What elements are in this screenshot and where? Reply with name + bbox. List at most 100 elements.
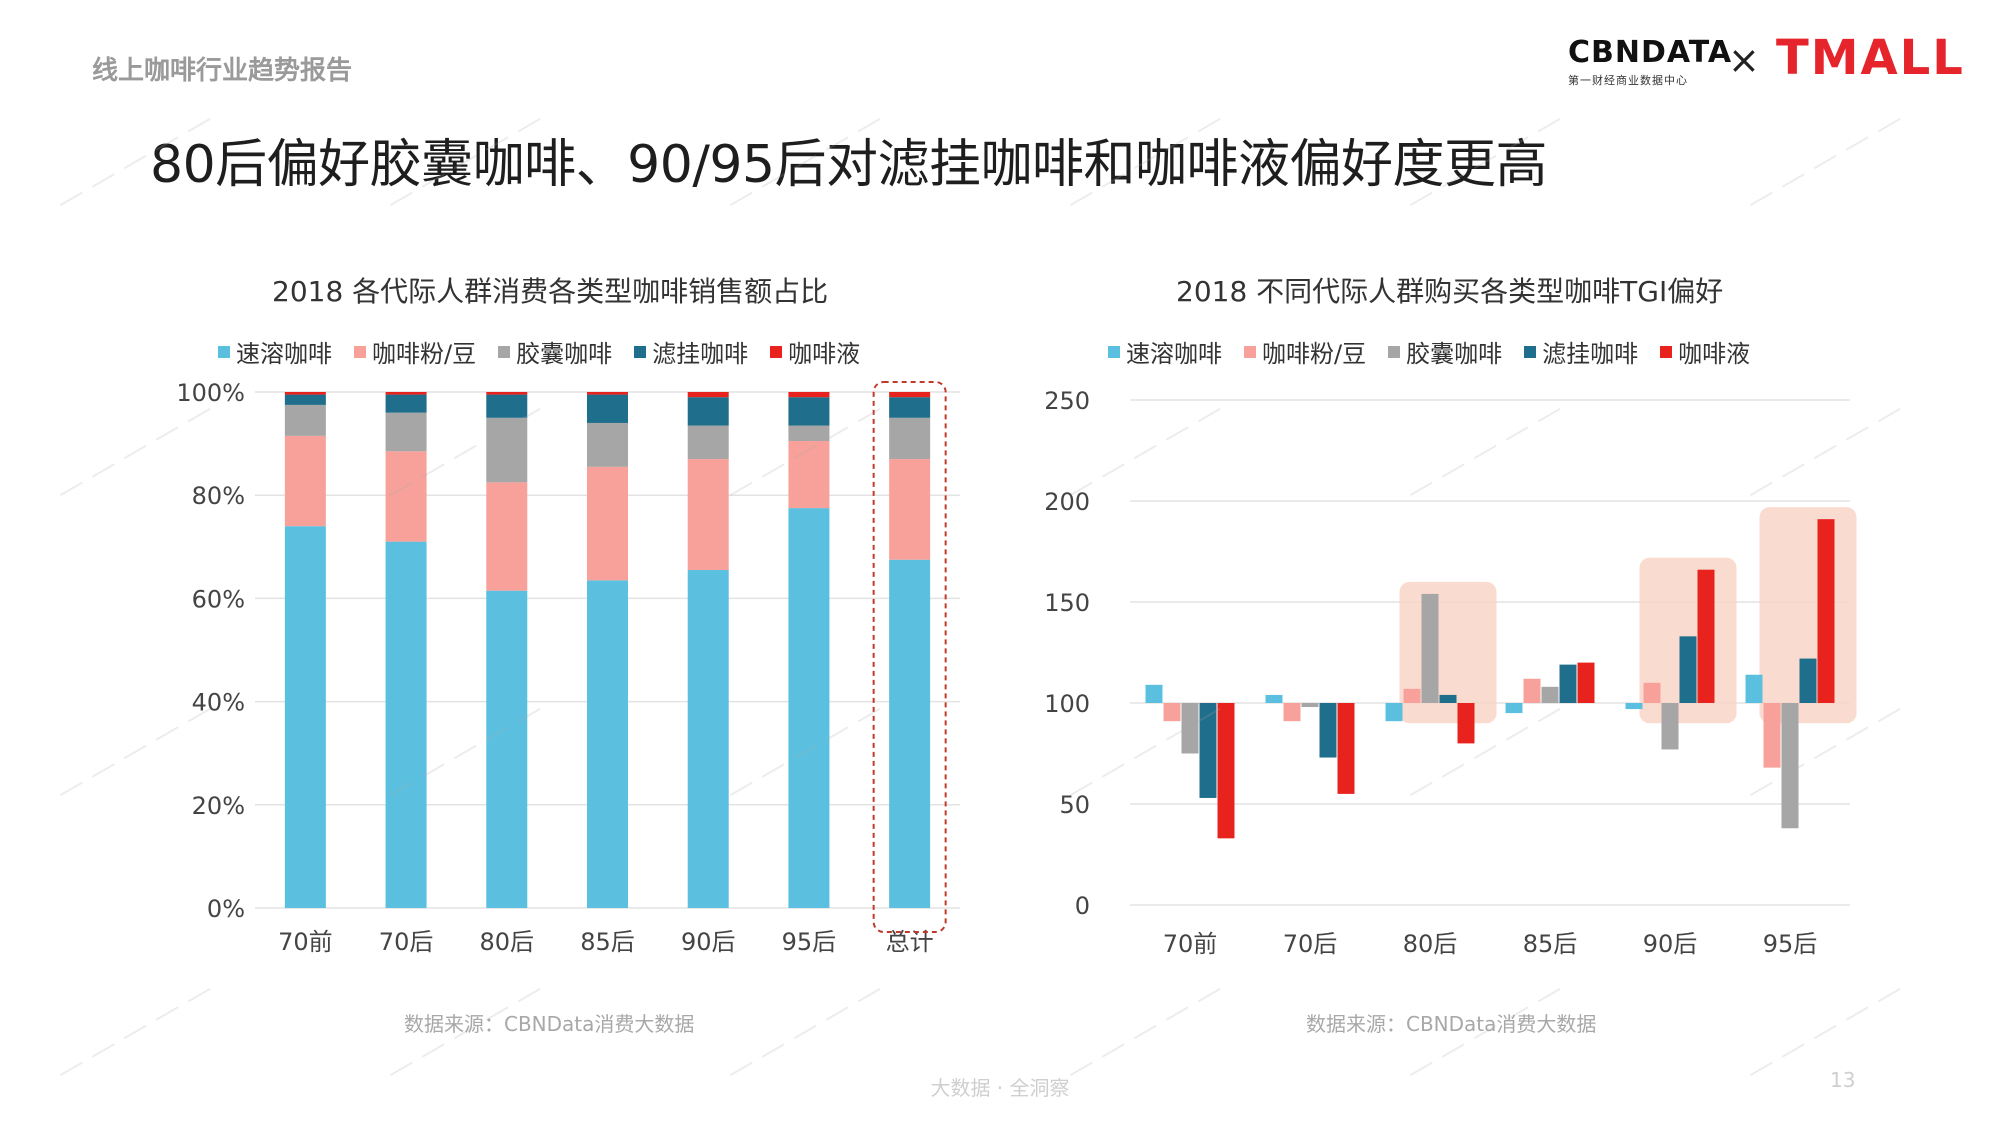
left-bar-segment [486, 392, 528, 395]
right-bar [1643, 682, 1661, 703]
right-legend-swatch [1388, 345, 1401, 358]
right-x-tick-label: 70前 [1163, 930, 1218, 958]
right-bar [1265, 694, 1283, 703]
left-legend-swatch [218, 345, 230, 358]
right-bar [1763, 703, 1781, 768]
right-legend-label: 滤挂咖啡 [1542, 340, 1639, 368]
left-bar-segment [687, 570, 729, 908]
total-highlight-box [872, 381, 947, 933]
right-legend-label: 速溶咖啡 [1126, 340, 1222, 368]
right-legend-item: 滤挂咖啡 [1524, 334, 1638, 369]
left-bar-segment [889, 392, 931, 398]
left-bar-segment [788, 508, 830, 908]
cbndata-logo-subtitle: 第一财经商业数据中心 [1568, 74, 1688, 87]
cross-icon: × [1728, 38, 1760, 82]
left-bar-segment [889, 559, 931, 908]
right-bar [1403, 688, 1421, 703]
left-legend-label: 咖啡液 [788, 340, 861, 368]
cbndata-logo-text: CBNDATA [1568, 35, 1733, 70]
page-title: 80后偏好胶囊咖啡、90/95后对滤挂咖啡和咖啡液偏好度更高 [150, 135, 1548, 195]
right-y-tick-label: 0 [1075, 892, 1090, 920]
right-bar [1541, 686, 1559, 703]
cbndata-logo: CBNDATA 第一财经商业数据中心 [1568, 35, 1733, 88]
right-legend-item: 速溶咖啡 [1108, 334, 1222, 369]
left-x-tick-label: 90后 [681, 928, 736, 956]
left-bar-segment [788, 441, 830, 509]
left-bar-segment [587, 422, 628, 467]
right-chart-legend: 速溶咖啡 咖啡粉/豆 胶囊咖啡 滤挂咖啡 咖啡液 [1108, 334, 1772, 369]
watermark-mark: — — — — — [1740, 102, 1909, 219]
left-bar-segment [385, 451, 427, 542]
right-bar [1559, 664, 1577, 703]
left-bar-segment [486, 394, 528, 418]
right-bar [1217, 703, 1235, 839]
right-bar [1679, 636, 1697, 703]
right-x-tick-label: 85后 [1523, 930, 1578, 958]
left-y-tick-label: 0% [207, 895, 245, 923]
left-bar-segment [385, 394, 427, 413]
right-bar [1577, 662, 1595, 703]
left-legend-swatch [634, 345, 647, 358]
left-bar-segment [385, 541, 427, 908]
right-bar [1283, 703, 1301, 722]
left-chart-legend: 速溶咖啡 咖啡粉/豆 胶囊咖啡 滤挂咖啡 咖啡液 [218, 334, 882, 369]
left-bar-segment [788, 425, 830, 442]
right-bar [1697, 569, 1715, 703]
left-chart-source: 数据来源：CBNData消费大数据 [404, 1012, 695, 1036]
right-bar [1385, 703, 1403, 722]
left-legend-item: 滤挂咖啡 [634, 334, 748, 369]
left-bar-segment [486, 417, 528, 483]
left-bar-segment [486, 590, 528, 908]
right-bar [1523, 678, 1541, 703]
right-x-tick-label: 90后 [1643, 930, 1698, 958]
right-bar [1337, 703, 1355, 794]
left-bar-segment [284, 392, 326, 395]
right-bar [1163, 703, 1181, 722]
left-bar-segment [284, 404, 326, 436]
right-x-tick-label: 95后 [1763, 930, 1818, 958]
left-bar-segment [587, 392, 628, 395]
left-legend-swatch [498, 345, 511, 358]
left-bar-segment [486, 482, 528, 591]
right-legend-swatch [1108, 345, 1120, 358]
right-bar [1319, 703, 1337, 758]
right-bar [1145, 684, 1163, 703]
left-legend-item: 速溶咖啡 [218, 334, 332, 369]
left-bar-segment [385, 412, 427, 452]
right-bar [1799, 658, 1817, 703]
left-legend-label: 滤挂咖啡 [652, 340, 749, 368]
page-number: 13 [1830, 1068, 1856, 1092]
right-y-tick-label: 100 [1044, 690, 1090, 718]
right-y-tick-label: 50 [1059, 791, 1090, 819]
right-bar [1661, 703, 1679, 750]
left-y-tick-label: 100% [176, 379, 245, 407]
right-bar [1421, 593, 1439, 703]
left-bar-segment [587, 580, 628, 908]
left-bar-segment [889, 459, 931, 560]
left-bar-segment [889, 397, 931, 418]
left-x-tick-label: 70前 [278, 928, 333, 956]
right-legend-label: 胶囊咖啡 [1406, 340, 1503, 368]
left-bar-segment [587, 466, 628, 581]
right-bar [1781, 703, 1799, 829]
right-bar [1505, 703, 1523, 714]
left-x-tick-label: 80后 [480, 928, 535, 956]
right-bar [1301, 703, 1319, 708]
right-legend-swatch [1244, 345, 1256, 358]
left-bar-segment [284, 435, 326, 527]
right-legend-label: 咖啡粉/豆 [1262, 340, 1367, 368]
right-legend-item: 咖啡粉/豆 [1244, 334, 1366, 369]
left-legend-swatch [354, 345, 366, 358]
left-x-tick-label: 95后 [782, 928, 837, 956]
right-x-tick-label: 70后 [1283, 930, 1338, 958]
right-legend-swatch [1660, 345, 1673, 358]
left-legend-item: 咖啡粉/豆 [354, 334, 476, 369]
right-bar [1199, 703, 1217, 798]
right-chart-source: 数据来源：CBNData消费大数据 [1306, 1012, 1597, 1036]
left-legend-swatch [770, 345, 783, 358]
right-x-tick-label: 80后 [1403, 930, 1458, 958]
left-legend-label: 胶囊咖啡 [516, 340, 613, 368]
right-y-tick-label: 250 [1044, 387, 1090, 415]
right-tgi-bar-chart: 0 50 100 150 200 250 70前 70后 80后 85后 90后 95后 [1044, 387, 1857, 958]
left-legend-label: 速溶咖啡 [236, 340, 332, 368]
